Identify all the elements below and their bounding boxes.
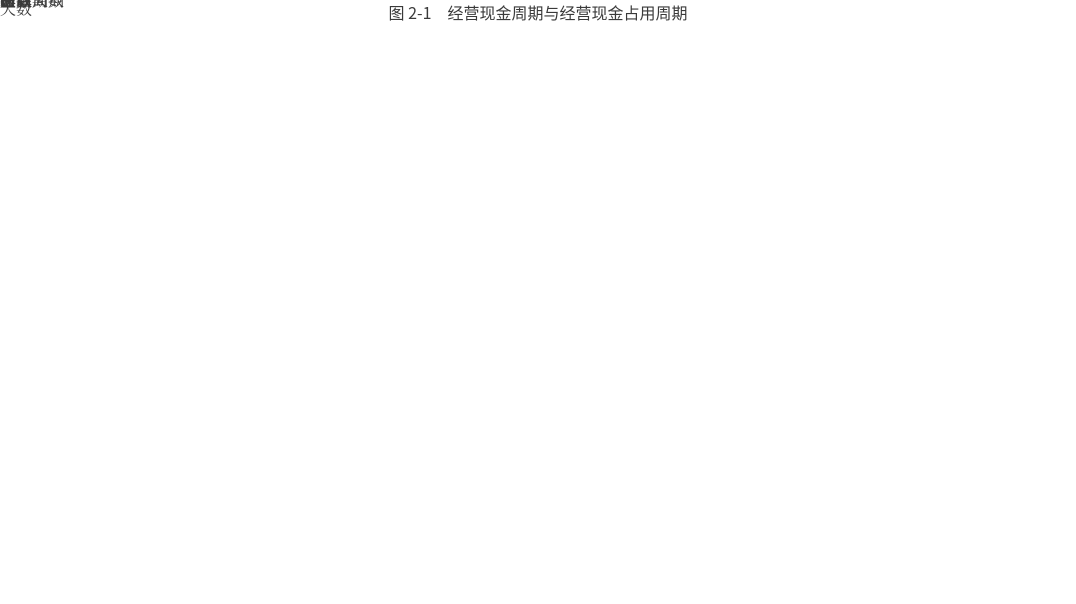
diagram-stage: 经营现金周期 库存天数 应收账款回收天数 应付账款 付款天数 经营现金占用周期 … [0, 0, 1076, 604]
diagram-svg [0, 0, 1076, 604]
event-d: 收到货款 [0, 0, 32, 9]
figure-caption: 图 2-1 经营现金周期与经营现金占用周期 [389, 0, 688, 24]
